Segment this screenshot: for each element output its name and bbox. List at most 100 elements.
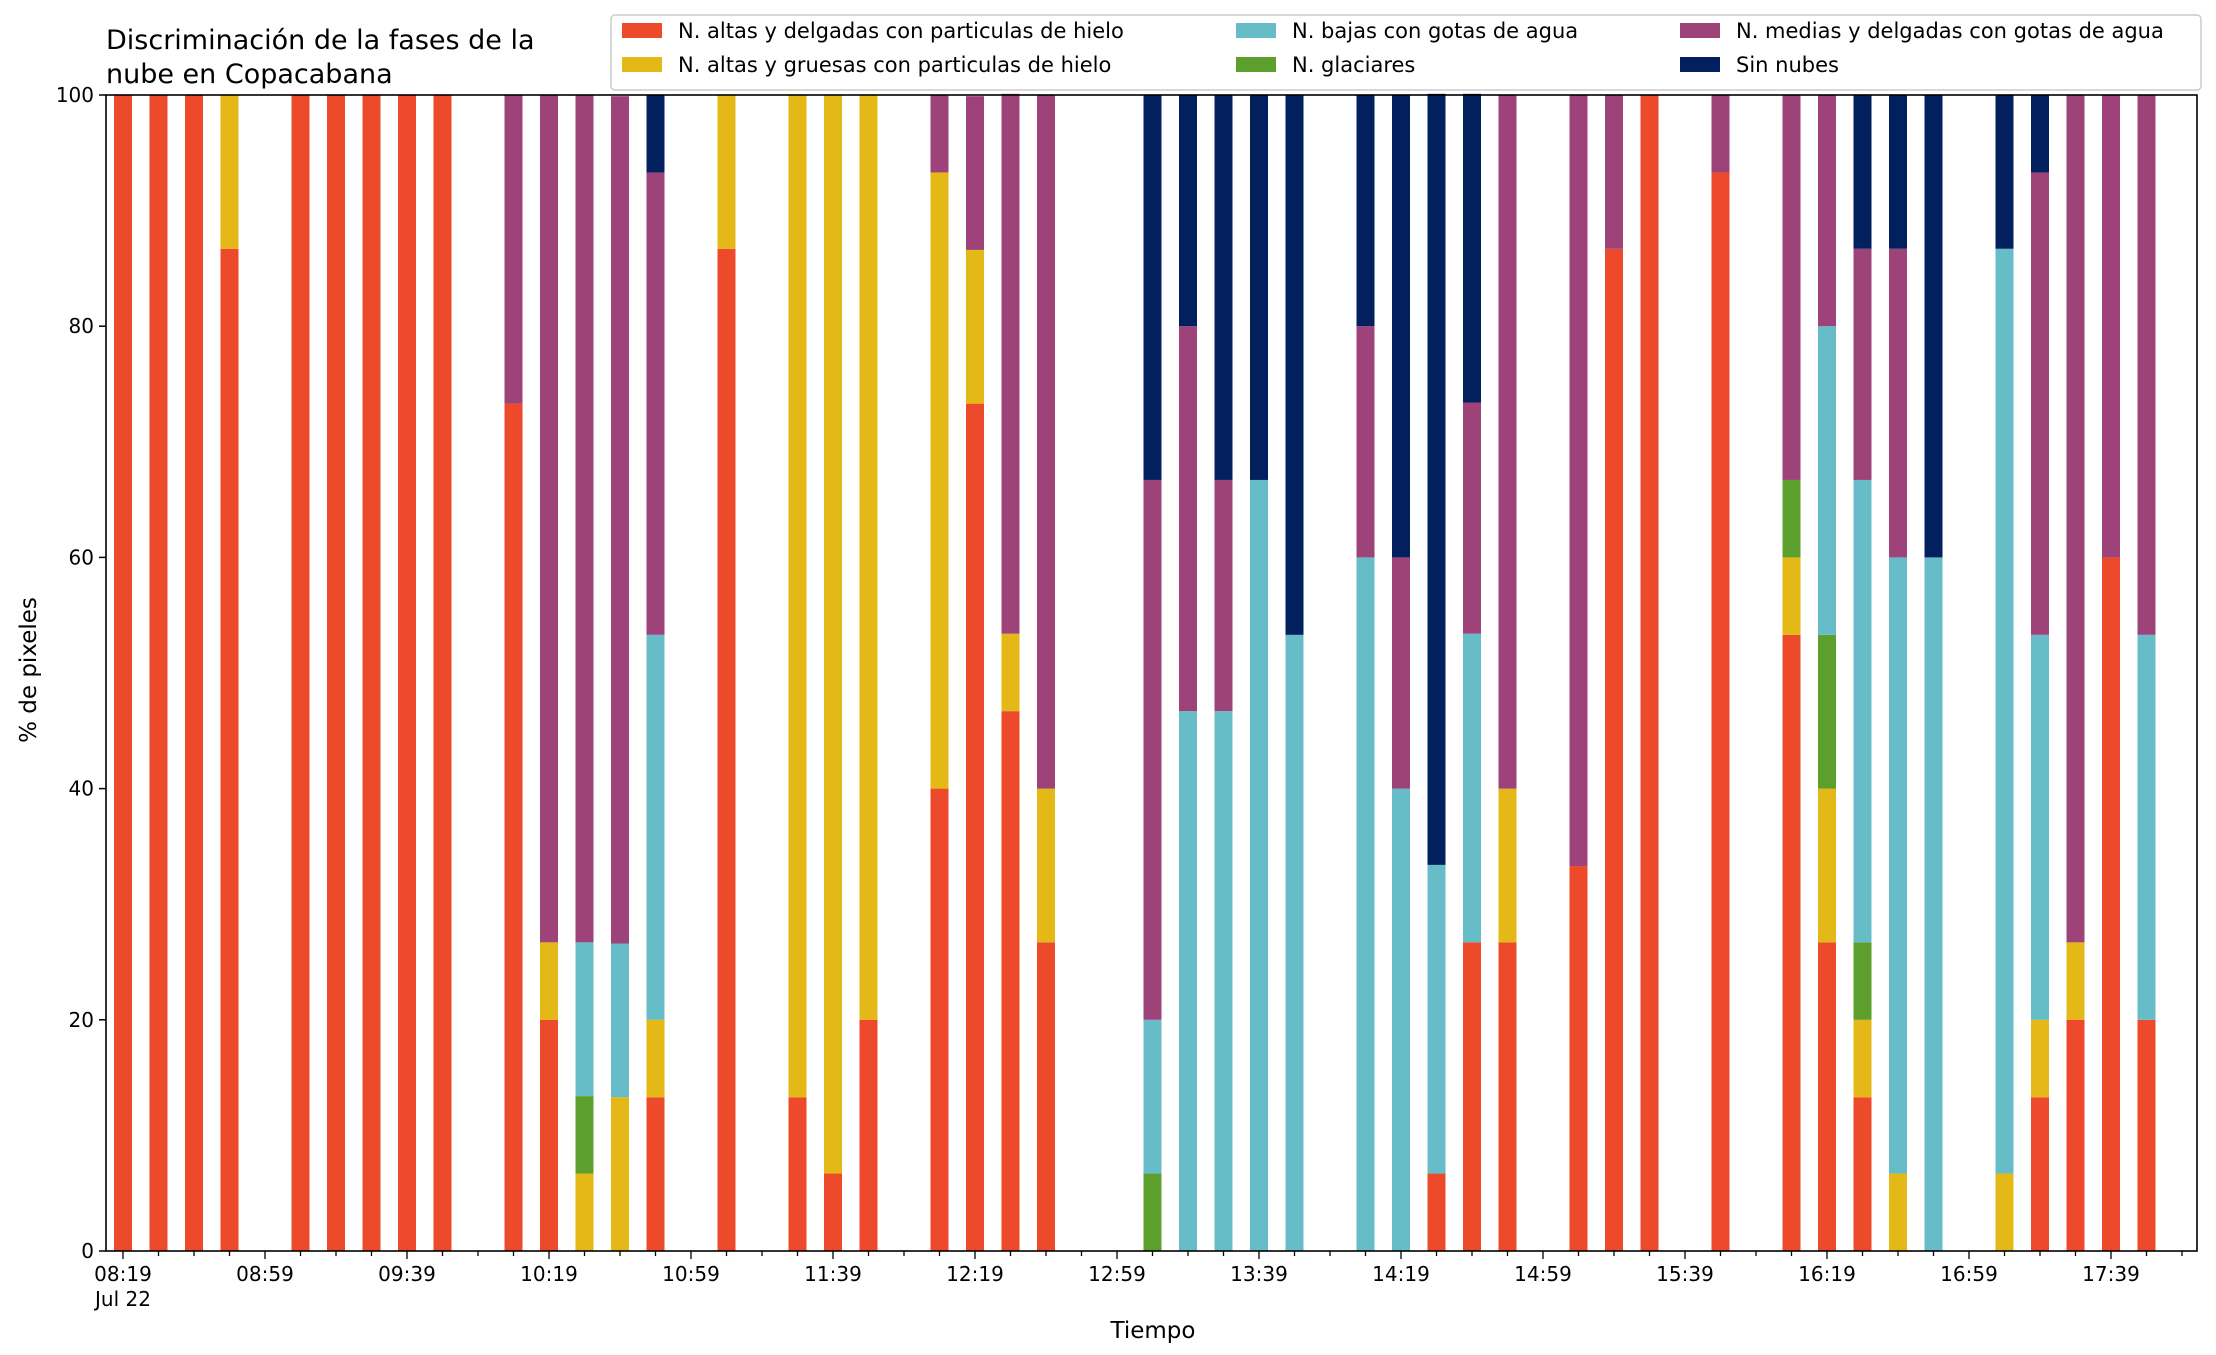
- bar-segment-sn: [1356, 95, 1375, 327]
- bar-segment-ah: [504, 403, 523, 1251]
- x-tick-label: 16:59: [1940, 1262, 1998, 1286]
- bar-segment-md: [2031, 172, 2049, 635]
- bar-segment-bj: [1250, 479, 1268, 1251]
- x-tick-label: 15:39: [1656, 1262, 1714, 1286]
- bar-stack: [2102, 95, 2120, 1251]
- legend-entry-sn: Sin nubes: [1680, 53, 1839, 77]
- bar-segment-ah: [540, 1019, 558, 1251]
- bar-segment-md: [611, 96, 629, 944]
- bar-segment-ag: [1782, 557, 1801, 635]
- bar-segment-bj: [2031, 634, 2049, 1020]
- bar-segment-md: [540, 95, 558, 943]
- bar-segment-ag: [966, 249, 984, 404]
- bar-stack: [540, 95, 558, 1251]
- bar-segment-ah: [1498, 942, 1517, 1251]
- legend-label: N. altas y gruesas con particulas de hie…: [678, 53, 1111, 77]
- legend-entry-ah: N. altas y delgadas con particulas de hi…: [622, 19, 1124, 43]
- bar-segment-md: [1179, 326, 1197, 712]
- bar-segment-bj: [1427, 864, 1446, 1174]
- bar-stack: [824, 95, 842, 1251]
- bar-stack: [575, 95, 594, 1251]
- plot-frame: [105, 94, 2198, 1252]
- bar-segment-ah: [646, 1097, 665, 1251]
- chart-title-line-1: Discriminación de la fases de la: [106, 25, 535, 56]
- x-tick-label: 14:59: [1514, 1262, 1572, 1286]
- bar-stack: [327, 95, 345, 1251]
- legend-swatch: [1680, 23, 1720, 38]
- bar-segment-sn: [1463, 93, 1481, 403]
- bar-segment-gl: [1818, 634, 1836, 789]
- bar-segment-ag: [824, 95, 842, 1174]
- bar-segment-ah: [2031, 1097, 2049, 1251]
- bar-stack: [1711, 95, 1730, 1252]
- bar-segment-ag: [788, 95, 807, 1098]
- x-axis-label: Tiempo: [1110, 1318, 1196, 1344]
- bar-segment-md: [1853, 248, 1872, 480]
- chart-title-line-2: nube en Copacabana: [106, 59, 393, 90]
- bar-segment-ah: [2102, 557, 2120, 1251]
- x-tick-label: 14:19: [1372, 1262, 1430, 1286]
- bar-segment-md: [1356, 326, 1375, 558]
- legend-entry-ag: N. altas y gruesas con particulas de hie…: [622, 53, 1111, 77]
- y-axis: 0 20 40 60 80 100: [56, 83, 106, 1263]
- bar-segment-sn: [1179, 95, 1197, 327]
- bar-segment-ah: [2137, 1019, 2156, 1251]
- legend-label: N. medias y delgadas con gotas de agua: [1736, 19, 2164, 43]
- bar-segment-ah: [220, 248, 239, 1251]
- bar-segment-sn: [1427, 93, 1446, 865]
- bar-stack: [1782, 95, 1801, 1251]
- bar-segment-ah: [788, 1097, 807, 1251]
- x-tick-label: 10:59: [662, 1262, 720, 1286]
- y-tick-label: 40: [69, 777, 94, 801]
- bar-segment-ah: [1463, 942, 1481, 1251]
- bar-segment-md: [1214, 479, 1233, 712]
- bar-stack: [2137, 95, 2156, 1251]
- bar-stack: [930, 95, 949, 1251]
- bar-stack: [1605, 95, 1623, 1251]
- bar-stack: [717, 95, 736, 1251]
- bar-segment-sn: [1250, 95, 1268, 480]
- legend-entry-gl: N. glaciares: [1236, 53, 1415, 77]
- bar-segment-bj: [1818, 326, 1836, 635]
- bar-segment-ah: [1569, 866, 1588, 1251]
- bar-segment-ag: [1853, 1019, 1872, 1098]
- bar-stack: [291, 95, 310, 1251]
- bar-segment-ah: [717, 248, 736, 1251]
- bar-segment-ah: [859, 1019, 878, 1251]
- bar-segment-ah: [966, 403, 984, 1251]
- legend-swatch: [1236, 57, 1276, 72]
- bar-segment-ah: [291, 95, 310, 1251]
- x-tick-label: 12:19: [946, 1262, 1004, 1286]
- bar-segment-ag: [2031, 1019, 2049, 1098]
- bar-segment-ah: [149, 95, 168, 1251]
- bar-stack: [1179, 95, 1197, 1251]
- bar-segment-ag: [2066, 942, 2085, 1020]
- bar-segment-ag: [611, 1097, 629, 1251]
- bar-segment-ag: [220, 95, 239, 249]
- bar-stack: [646, 95, 665, 1251]
- x-tick-label: 16:19: [1798, 1262, 1856, 1286]
- bar-segment-ah: [1001, 711, 1020, 1251]
- x-tick-label: 09:39: [378, 1262, 436, 1286]
- bar-stack: [1889, 95, 1907, 1251]
- bar-segment-ah: [930, 788, 949, 1251]
- bar-segment-gl: [1853, 942, 1872, 1020]
- bar-segment-md: [2066, 95, 2085, 943]
- bar-segment-ag: [1001, 633, 1020, 712]
- legend-swatch: [622, 23, 662, 38]
- bar-stack: [1640, 95, 1659, 1251]
- bar-segment-md: [1392, 557, 1410, 789]
- bar-segment-ag: [930, 172, 949, 789]
- bar-stack: [149, 95, 168, 1251]
- bar-segment-ah: [1711, 172, 1730, 1252]
- bar-stack: [1250, 95, 1268, 1251]
- bar-segment-sn: [2031, 95, 2049, 173]
- bar-segment-ag: [1498, 788, 1517, 943]
- bar-segment-ah: [398, 95, 416, 1251]
- legend-label: N. bajas con gotas de agua: [1292, 19, 1578, 43]
- legend-swatch: [1236, 23, 1276, 38]
- bar-stack: [1001, 93, 1020, 1251]
- bar-segment-ag: [575, 1173, 594, 1251]
